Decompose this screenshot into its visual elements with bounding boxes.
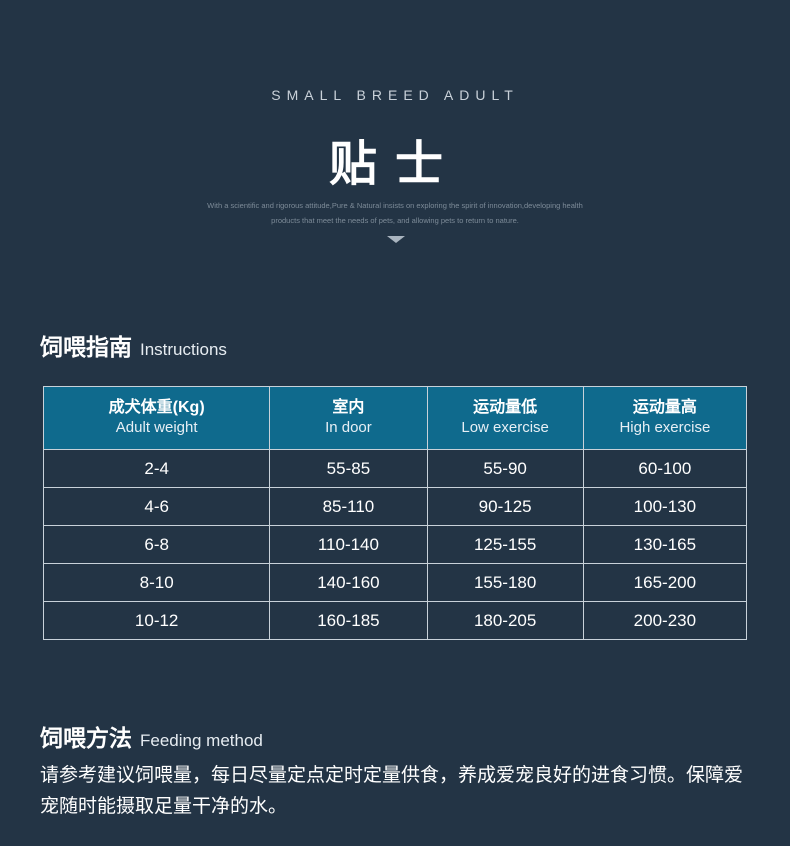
- table-cell: 130-165: [582, 525, 748, 564]
- table-header-row: 成犬体重(Kg) Adult weight 室内 In door 运动量低 Lo…: [42, 386, 748, 450]
- table-cell: 6-8: [42, 525, 271, 564]
- subtitle-line-1: With a scientific and rigorous attitude,…: [207, 201, 583, 210]
- table-cell: 2-4: [42, 449, 271, 488]
- table-cell: 55-85: [269, 449, 428, 488]
- feeding-method-heading-cn: 饲喂方法: [40, 725, 132, 751]
- table-row: 2-4 55-85 55-90 60-100: [42, 449, 748, 488]
- table-cell: 90-125: [426, 487, 584, 526]
- table-cell: 125-155: [426, 525, 584, 564]
- table-cell: 155-180: [426, 563, 584, 602]
- table-cell: 8-10: [42, 563, 271, 602]
- column-header-en: In door: [325, 419, 372, 436]
- feeding-method-heading: 饲喂方法 Feeding method: [40, 719, 263, 753]
- column-header-en: Low exercise: [461, 419, 549, 436]
- table-row: 4-6 85-110 90-125 100-130: [42, 487, 748, 526]
- column-header-en: High exercise: [619, 419, 711, 436]
- column-header-indoor: 室内 In door: [269, 386, 428, 450]
- table-cell: 140-160: [269, 563, 428, 602]
- table-cell: 200-230: [582, 601, 748, 640]
- table-cell: 160-185: [269, 601, 428, 640]
- table-row: 10-12 160-185 180-205 200-230: [42, 601, 748, 640]
- table-cell: 10-12: [42, 601, 271, 640]
- feeding-method-heading-en: Feeding method: [140, 731, 263, 750]
- column-header-high-exercise: 运动量高 High exercise: [582, 386, 748, 450]
- feeding-guide-heading-cn: 饲喂指南: [40, 334, 132, 360]
- table-cell: 165-200: [582, 563, 748, 602]
- column-header-low-exercise: 运动量低 Low exercise: [426, 386, 584, 450]
- table-cell: 85-110: [269, 487, 428, 526]
- column-header-en: Adult weight: [115, 419, 198, 436]
- column-header-cn: 运动量低: [473, 399, 538, 416]
- table-cell: 110-140: [269, 525, 428, 564]
- table-cell: 55-90: [426, 449, 584, 488]
- column-header-cn: 运动量高: [632, 399, 697, 416]
- page-title: 贴士: [328, 138, 461, 191]
- table-cell: 100-130: [582, 487, 748, 526]
- table-cell: 4-6: [42, 487, 271, 526]
- column-header-weight: 成犬体重(Kg) Adult weight: [42, 386, 271, 450]
- table-cell: 180-205: [426, 601, 584, 640]
- column-header-cn: 成犬体重(Kg): [108, 399, 205, 416]
- column-header-cn: 室内: [332, 399, 365, 416]
- feeding-guide-table: 成犬体重(Kg) Adult weight 室内 In door 运动量低 Lo…: [42, 386, 748, 640]
- down-arrow-icon: [387, 236, 405, 243]
- table-cell: 60-100: [582, 449, 748, 488]
- eyebrow-text: SMALL BREED ADULT: [271, 87, 519, 103]
- feeding-method-text: 请参考建议饲喂量，每日尽量定点定时定量供食，养成爱宠良好的进食习惯。保障爱宠随时…: [40, 765, 744, 817]
- subtitle-line-2: products that meet the needs of pets, an…: [271, 216, 519, 225]
- feeding-guide-heading-en: Instructions: [140, 340, 227, 359]
- feeding-guide-heading: 饲喂指南 Instructions: [40, 328, 227, 362]
- table-row: 8-10 140-160 155-180 165-200: [42, 563, 748, 602]
- table-row: 6-8 110-140 125-155 130-165: [42, 525, 748, 564]
